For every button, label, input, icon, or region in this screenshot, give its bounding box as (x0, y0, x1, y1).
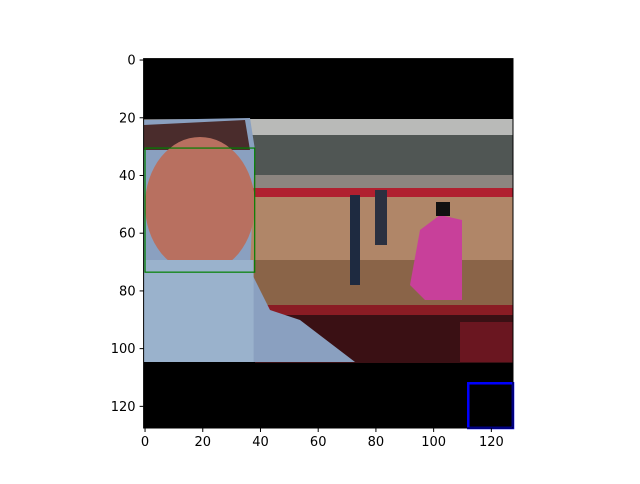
x-tick-label: 60 (310, 435, 327, 450)
x-tick-label: 20 (194, 435, 211, 450)
x-tick-label: 40 (252, 435, 269, 450)
x-tick-label: 100 (421, 435, 446, 450)
bounding-box (144, 147, 256, 273)
axes-frame (143, 58, 514, 429)
y-tick-label: 0 (127, 54, 135, 69)
x-tick-label: 120 (479, 435, 504, 450)
y-tick-label: 40 (119, 169, 136, 184)
y-tick-label: 60 (119, 227, 136, 242)
y-tick-label: 20 (119, 111, 136, 126)
y-tick-label: 120 (111, 400, 136, 415)
x-tick-label: 80 (368, 435, 385, 450)
y-tick-label: 100 (111, 342, 136, 357)
y-tick-label: 80 (119, 284, 136, 299)
image (143, 58, 513, 428)
x-tick-label: 0 (141, 435, 149, 450)
